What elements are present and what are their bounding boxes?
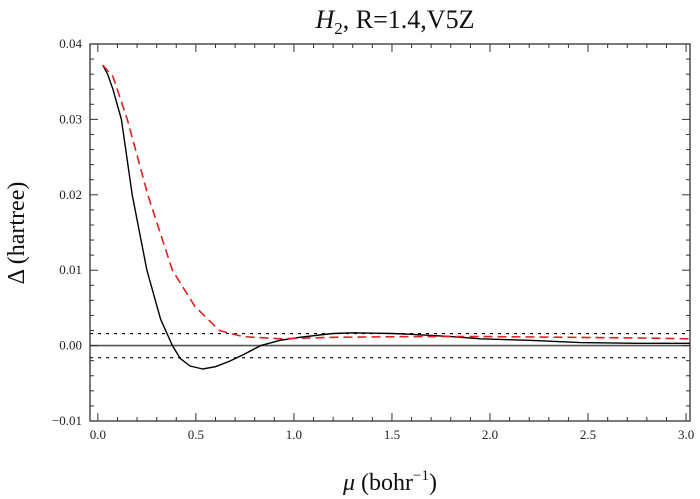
x-tick-label: 2.0 <box>482 427 498 442</box>
y-tick-label: 0.00 <box>59 338 82 353</box>
x-tick-label: 2.5 <box>580 427 596 442</box>
y-tick-label: 0.02 <box>59 187 82 202</box>
chart-title: H2, R=1.4,V5Z <box>315 5 475 38</box>
series-line-1 <box>102 64 690 370</box>
y-tick-label: 0.03 <box>59 111 82 126</box>
x-tick-label: 3.0 <box>678 427 694 442</box>
x-tick-label: 1.0 <box>286 427 302 442</box>
plot-area: 0.0 0.5 1.0 1.5 2.0 2.5 3.0 0.04 0.03 0.02 0.01 0.0… <box>52 36 694 442</box>
x-tick-label: 0.5 <box>188 427 204 442</box>
series-line-2 <box>102 64 691 340</box>
y-tick-label: −0.01 <box>52 413 82 428</box>
x-tick-label: 1.5 <box>384 427 400 442</box>
y-tick-label: 0.01 <box>59 262 82 277</box>
plot-frame <box>89 43 691 422</box>
x-tick-label: 0.0 <box>90 427 106 442</box>
y-tick-label: 0.04 <box>59 36 82 51</box>
x-axis-label: μ (bohr−1) <box>342 468 437 496</box>
y-axis-label: Δ (hartree) <box>4 182 30 285</box>
